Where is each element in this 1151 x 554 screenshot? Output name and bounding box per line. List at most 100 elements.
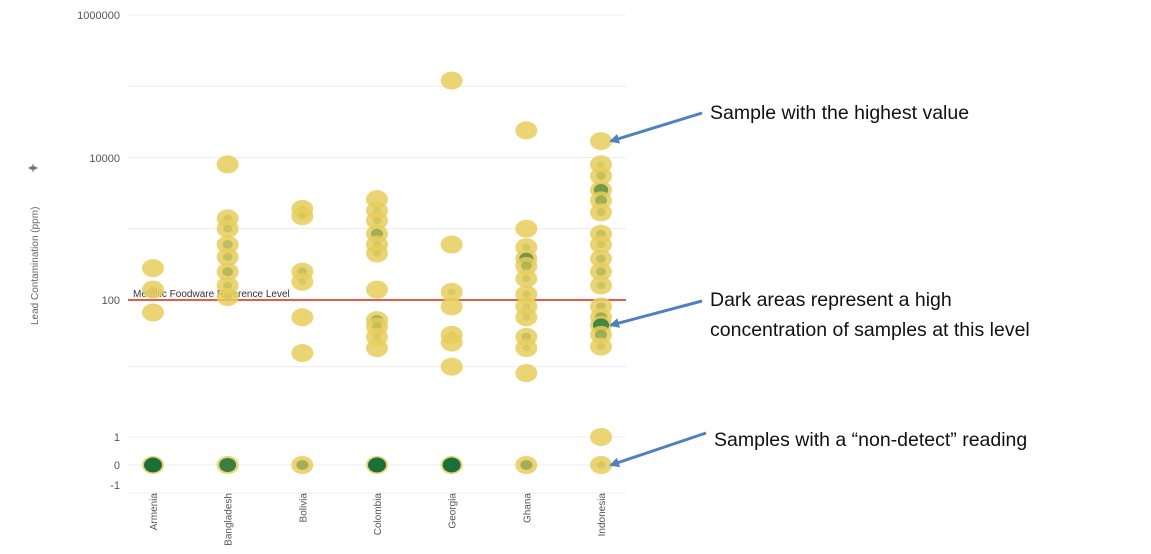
data-point-core bbox=[447, 288, 456, 296]
annotation-arrow bbox=[609, 299, 703, 328]
data-point bbox=[366, 280, 388, 299]
y-tick-label: 100 bbox=[102, 295, 120, 307]
annotations: Sample with the highest value Dark areas … bbox=[609, 102, 1030, 468]
y-axis-ticks-log: 1000000 10000 100 bbox=[77, 10, 120, 307]
data-point bbox=[216, 248, 239, 267]
data-point bbox=[515, 339, 538, 358]
data-point bbox=[216, 235, 239, 254]
data-point bbox=[590, 428, 612, 446]
data-point bbox=[515, 269, 538, 288]
data-point-halo bbox=[142, 259, 164, 278]
data-point-core bbox=[522, 344, 531, 352]
data-point-halo bbox=[440, 282, 463, 301]
data-point-core bbox=[144, 457, 162, 473]
data-point bbox=[590, 166, 612, 185]
y-tick-label: 1000000 bbox=[77, 10, 120, 22]
data-point bbox=[515, 257, 538, 276]
data-point-halo bbox=[515, 364, 538, 383]
data-point-core bbox=[223, 225, 233, 233]
data-point-halo bbox=[216, 288, 239, 307]
data-point bbox=[291, 207, 314, 226]
data-point-halo bbox=[590, 456, 612, 474]
reference-line-label: Metallic Foodware Reference Level bbox=[133, 289, 290, 300]
pin-icon bbox=[27, 164, 39, 172]
data-point-halo bbox=[366, 280, 388, 299]
data-point-halo bbox=[590, 428, 612, 446]
data-point bbox=[216, 456, 239, 474]
data-point-core bbox=[442, 457, 461, 473]
data-point-halo bbox=[291, 272, 314, 291]
data-point bbox=[142, 456, 164, 474]
data-point bbox=[515, 364, 538, 383]
data-point-core bbox=[298, 212, 307, 220]
data-point-core bbox=[522, 290, 531, 298]
y-tick-label: 1 bbox=[114, 432, 120, 444]
data-point-halo bbox=[366, 211, 388, 230]
data-point-halo bbox=[515, 219, 538, 238]
data-point bbox=[515, 121, 538, 140]
data-point-core bbox=[223, 293, 232, 301]
data-point-core bbox=[595, 267, 607, 276]
data-point bbox=[366, 244, 388, 263]
x-tick-label: Georgia bbox=[448, 493, 459, 529]
data-point-halo bbox=[291, 207, 314, 226]
data-point-core bbox=[595, 195, 607, 206]
y-tick-label: -1 bbox=[110, 480, 120, 492]
data-point-core bbox=[520, 261, 532, 271]
data-point-halo bbox=[515, 339, 538, 358]
x-tick-label: Armenia bbox=[149, 493, 160, 531]
data-point bbox=[291, 308, 314, 327]
x-tick-label: Bangladesh bbox=[224, 493, 235, 546]
data-point-core bbox=[596, 171, 606, 180]
data-point-core bbox=[522, 303, 531, 310]
annotation-text: Dark areas represent a high bbox=[710, 289, 952, 311]
data-point-halo bbox=[590, 337, 612, 356]
data-point bbox=[590, 262, 612, 281]
data-point-core bbox=[223, 281, 233, 290]
y-tick-label: 10000 bbox=[89, 153, 120, 165]
data-point bbox=[440, 235, 463, 254]
data-point-halo bbox=[590, 235, 612, 254]
data-point-core bbox=[521, 332, 532, 341]
data-point-halo bbox=[366, 244, 388, 263]
data-point-halo bbox=[440, 357, 463, 376]
data-point-core bbox=[596, 241, 606, 249]
data-point-halo bbox=[590, 132, 612, 151]
data-point bbox=[291, 344, 314, 363]
data-point-core bbox=[219, 458, 237, 472]
data-point bbox=[515, 456, 538, 474]
data-point bbox=[216, 219, 239, 238]
data-point bbox=[440, 282, 463, 301]
data-point bbox=[291, 456, 314, 474]
data-point-halo bbox=[440, 297, 463, 316]
data-point-core bbox=[596, 208, 606, 217]
data-point-core bbox=[596, 281, 606, 290]
data-point bbox=[590, 203, 612, 222]
annotation-text: Samples with a “non-detect” reading bbox=[714, 429, 1027, 451]
data-point-core bbox=[596, 343, 606, 351]
data-point bbox=[440, 71, 463, 90]
data-point bbox=[590, 456, 612, 474]
data-point-core bbox=[596, 254, 606, 263]
y-axis-title: Lead Contamination (ppm) bbox=[27, 164, 41, 325]
y-axis-ticks-linear: 1 0 -1 bbox=[110, 432, 120, 492]
data-points bbox=[142, 71, 612, 474]
data-point bbox=[142, 280, 164, 299]
x-tick-label: Colombia bbox=[373, 493, 384, 536]
data-point-core bbox=[372, 217, 382, 225]
data-point bbox=[590, 337, 612, 356]
data-point bbox=[216, 155, 239, 174]
data-point-halo bbox=[216, 155, 239, 174]
data-point bbox=[590, 276, 612, 295]
annotation-text: concentration of samples at this level bbox=[710, 319, 1030, 341]
data-point-halo bbox=[142, 303, 164, 322]
data-point bbox=[366, 211, 388, 230]
data-point-halo bbox=[366, 339, 388, 358]
y-tick-label: 0 bbox=[114, 460, 120, 472]
data-point-halo bbox=[440, 71, 463, 90]
x-tick-label: Indonesia bbox=[597, 493, 608, 537]
reference-line-group: Metallic Foodware Reference Level bbox=[128, 289, 626, 301]
data-point-halo bbox=[440, 235, 463, 254]
data-point bbox=[515, 308, 538, 327]
